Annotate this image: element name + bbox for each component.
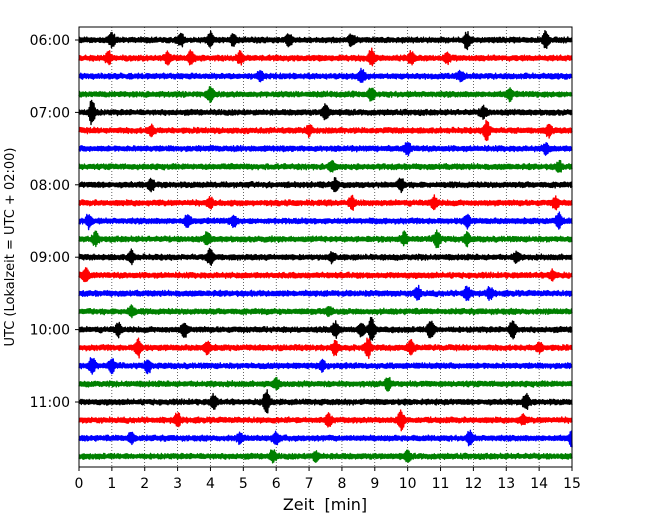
x-axis-title: Zeit [min] xyxy=(283,495,367,514)
trace-row xyxy=(78,211,573,231)
trace-row xyxy=(78,357,573,375)
x-tick-label: 15 xyxy=(563,476,581,492)
x-tick-label: 9 xyxy=(370,476,379,492)
x-axis: 0 1 2 3 4 5 6 7 8 9 10 11 12 13 14 15 xyxy=(75,467,581,492)
trace-row xyxy=(78,316,573,342)
x-tick-label: 0 xyxy=(75,476,84,492)
trace-row xyxy=(78,267,573,283)
x-grid xyxy=(111,27,540,467)
x-tick-label: 12 xyxy=(464,476,482,492)
trace-row xyxy=(78,304,573,319)
trace-row xyxy=(78,449,573,464)
y-tick-label: 07:00 xyxy=(30,105,70,121)
trace-row xyxy=(78,194,573,211)
x-tick-label: 5 xyxy=(239,476,248,492)
y-tick-label: 09:00 xyxy=(30,250,70,266)
x-tick-label: 10 xyxy=(399,476,417,492)
trace-row xyxy=(78,67,573,83)
x-tick-label: 3 xyxy=(173,476,182,492)
x-tick-label: 13 xyxy=(497,476,515,492)
trace-row xyxy=(78,389,573,414)
x-tick-label: 4 xyxy=(206,476,215,492)
trace-row xyxy=(78,86,573,104)
x-tick-label: 11 xyxy=(432,476,450,492)
y-axis-title: UTC (Lokalzeit = UTC + 02:00) xyxy=(3,148,18,347)
trace-row xyxy=(78,337,573,360)
x-tick-label: 14 xyxy=(530,476,548,492)
x-tick-label: 1 xyxy=(107,476,116,492)
trace-row xyxy=(78,409,573,432)
trace-row xyxy=(78,99,573,126)
trace-row xyxy=(78,284,573,302)
y-axis: 06:00 07:00 08:00 09:00 10:00 11:00 xyxy=(30,33,79,411)
y-tick-label: 11:00 xyxy=(30,395,70,411)
trace-row xyxy=(78,47,573,67)
trace-row xyxy=(78,119,573,142)
x-tick-label: 6 xyxy=(272,476,281,492)
y-tick-label: 06:00 xyxy=(30,33,70,49)
y-tick-label: 08:00 xyxy=(30,178,70,194)
x-tick-label: 8 xyxy=(337,476,346,492)
trace-row xyxy=(78,141,573,157)
plot-frame xyxy=(78,26,573,468)
trace-row xyxy=(78,247,573,267)
x-tick-label: 2 xyxy=(140,476,149,492)
trace-row xyxy=(78,229,573,249)
trace-row xyxy=(78,176,573,194)
trace-row xyxy=(78,376,573,392)
trace-row xyxy=(78,30,573,51)
trace-row xyxy=(78,159,573,173)
trace-row xyxy=(78,429,573,448)
traces xyxy=(78,30,573,464)
x-tick-label: 7 xyxy=(305,476,314,492)
y-tick-label: 10:00 xyxy=(30,323,70,339)
